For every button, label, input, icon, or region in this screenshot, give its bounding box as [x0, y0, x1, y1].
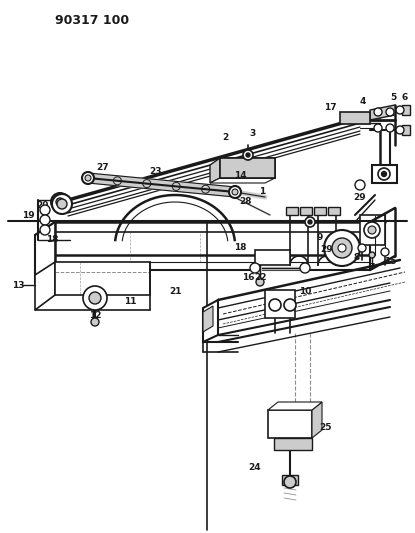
Bar	[286, 207, 298, 215]
Polygon shape	[210, 158, 220, 183]
Circle shape	[338, 244, 346, 252]
Bar	[255, 250, 290, 265]
Circle shape	[378, 168, 390, 180]
Circle shape	[52, 194, 72, 214]
Text: 28: 28	[239, 198, 251, 206]
Text: 90317 100: 90317 100	[55, 14, 129, 27]
Bar	[402, 105, 410, 115]
Bar	[340, 112, 370, 124]
Circle shape	[374, 108, 382, 116]
Circle shape	[324, 230, 360, 266]
Bar	[282, 475, 298, 485]
Bar	[328, 207, 340, 215]
Text: 21: 21	[169, 287, 181, 296]
Circle shape	[40, 205, 50, 215]
Polygon shape	[35, 262, 55, 310]
Circle shape	[269, 299, 281, 311]
Text: 2: 2	[222, 133, 228, 142]
Bar	[372, 165, 397, 183]
Text: 25: 25	[319, 424, 331, 432]
Text: 12: 12	[89, 311, 101, 319]
Text: 8: 8	[354, 253, 360, 262]
Text: 15: 15	[384, 257, 396, 266]
Text: 20: 20	[36, 200, 48, 209]
Circle shape	[85, 175, 91, 181]
Circle shape	[40, 215, 50, 225]
Polygon shape	[210, 178, 275, 183]
Bar	[300, 207, 312, 215]
Circle shape	[368, 226, 376, 234]
Polygon shape	[55, 262, 150, 295]
Text: 17: 17	[324, 102, 336, 111]
Text: 9: 9	[317, 233, 323, 243]
Circle shape	[57, 199, 67, 209]
Text: 18: 18	[46, 236, 58, 245]
Circle shape	[355, 180, 365, 190]
Polygon shape	[360, 215, 385, 245]
Polygon shape	[203, 306, 213, 332]
Bar	[402, 125, 410, 135]
Bar	[265, 290, 295, 318]
Circle shape	[40, 225, 50, 235]
Circle shape	[332, 238, 352, 258]
Text: 3: 3	[249, 128, 255, 138]
Text: 5: 5	[390, 93, 396, 102]
Circle shape	[246, 153, 250, 157]
Text: 7: 7	[369, 263, 375, 272]
Circle shape	[91, 318, 99, 326]
Polygon shape	[35, 222, 55, 283]
Polygon shape	[312, 402, 322, 438]
Text: 29: 29	[354, 192, 366, 201]
Circle shape	[396, 126, 404, 134]
Text: 16: 16	[242, 273, 254, 282]
Circle shape	[284, 476, 296, 488]
Circle shape	[369, 252, 375, 258]
Text: 22: 22	[254, 273, 266, 282]
Circle shape	[300, 263, 310, 273]
Circle shape	[374, 124, 382, 132]
Circle shape	[284, 299, 296, 311]
Circle shape	[386, 108, 394, 116]
Circle shape	[396, 106, 404, 114]
Text: 29: 29	[321, 246, 333, 254]
Text: 19: 19	[22, 211, 34, 220]
Circle shape	[82, 172, 94, 184]
Circle shape	[89, 292, 101, 304]
Text: 14: 14	[234, 171, 247, 180]
Text: 1: 1	[259, 188, 265, 197]
Text: 11: 11	[124, 297, 136, 306]
Text: 27: 27	[97, 163, 109, 172]
Bar	[314, 207, 326, 215]
Text: 4: 4	[360, 98, 366, 107]
Circle shape	[256, 278, 264, 286]
Bar	[274, 438, 312, 450]
Circle shape	[56, 198, 64, 206]
Circle shape	[381, 248, 389, 256]
Circle shape	[364, 222, 380, 238]
Text: 13: 13	[12, 280, 24, 289]
Circle shape	[243, 150, 253, 160]
Circle shape	[358, 244, 366, 252]
Circle shape	[250, 263, 260, 273]
Circle shape	[308, 220, 312, 224]
Polygon shape	[203, 300, 218, 342]
Text: 24: 24	[249, 464, 261, 472]
Circle shape	[386, 124, 394, 132]
Circle shape	[305, 217, 315, 227]
Polygon shape	[268, 402, 322, 410]
Circle shape	[381, 172, 386, 176]
Text: 23: 23	[149, 167, 161, 176]
Text: 6: 6	[402, 93, 408, 102]
Circle shape	[83, 286, 107, 310]
Circle shape	[232, 189, 238, 195]
Polygon shape	[370, 105, 395, 120]
Bar	[220, 158, 275, 178]
Circle shape	[229, 186, 241, 198]
Text: 10: 10	[299, 287, 311, 296]
Text: 18: 18	[234, 244, 246, 253]
Bar	[268, 410, 312, 438]
Circle shape	[51, 193, 69, 211]
